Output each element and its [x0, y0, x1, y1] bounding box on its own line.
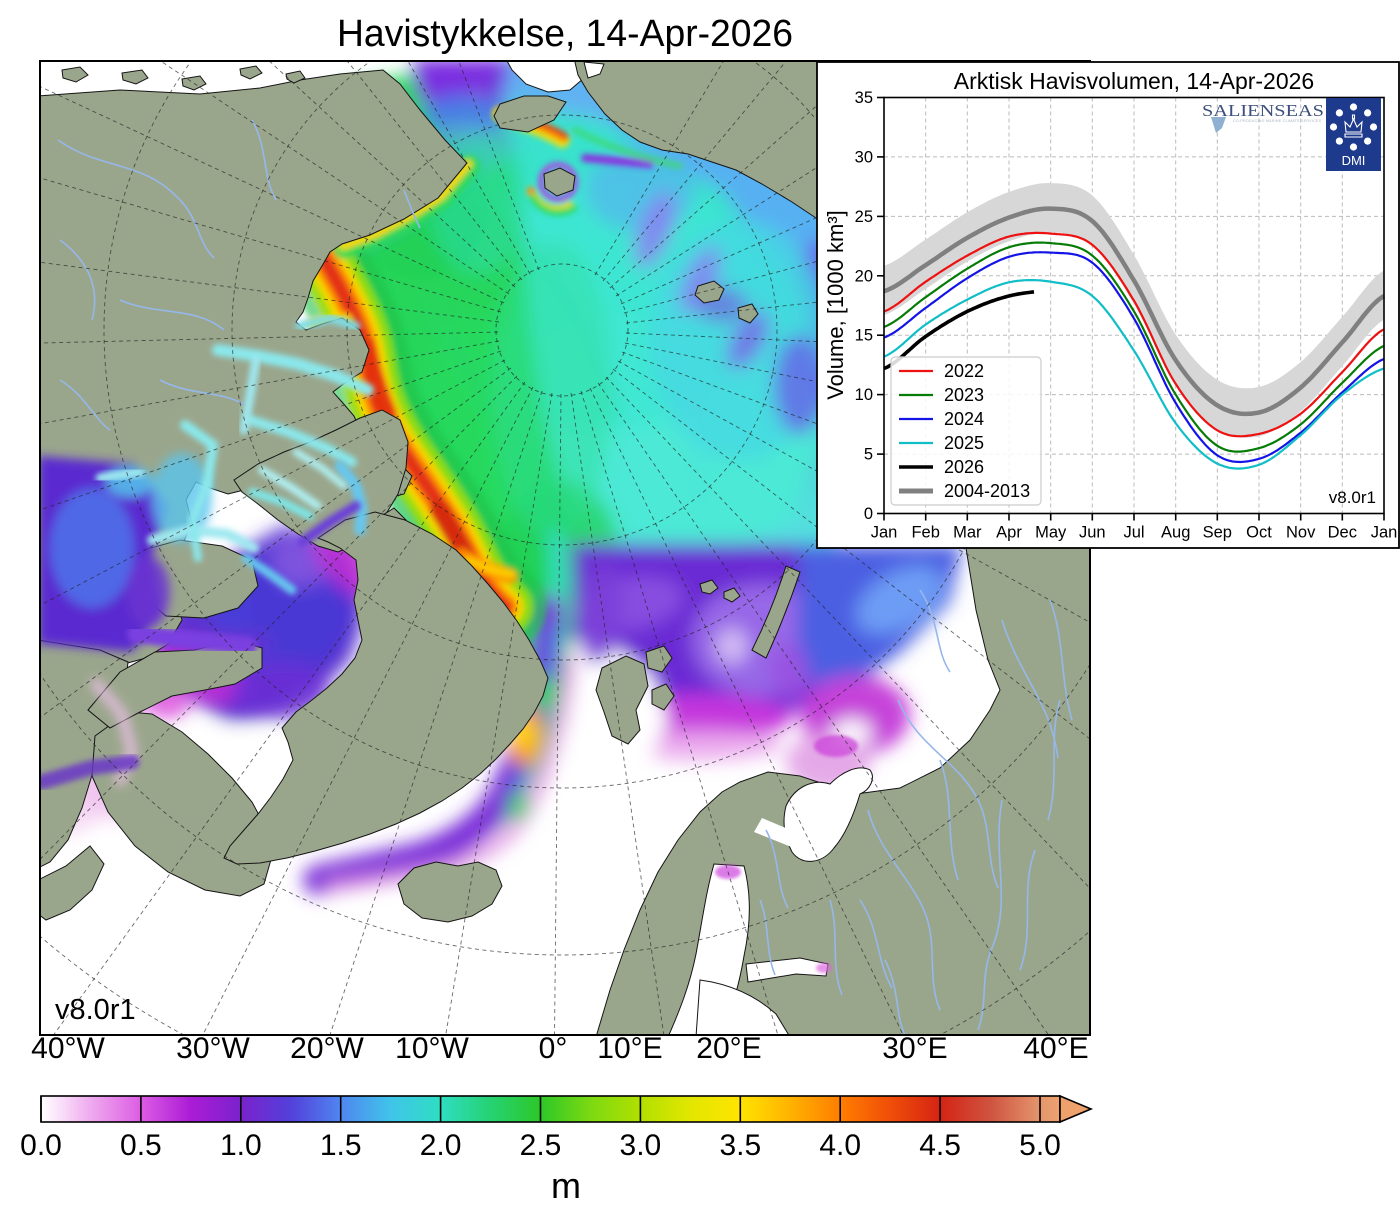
svg-text:Sep: Sep	[1203, 524, 1232, 542]
svg-text:v8.0r1: v8.0r1	[55, 994, 136, 1026]
svg-text:Arktisk Havisvolumen, 14-Apr-2: Arktisk Havisvolumen, 14-Apr-2026	[954, 68, 1314, 94]
svg-text:2023: 2023	[944, 385, 984, 405]
svg-text:0.0: 0.0	[20, 1129, 62, 1162]
svg-text:5: 5	[864, 446, 873, 464]
svg-text:v8.0r1: v8.0r1	[1329, 488, 1376, 507]
svg-text:2024: 2024	[944, 409, 984, 429]
svg-text:2025: 2025	[944, 433, 984, 453]
svg-text:Feb: Feb	[911, 524, 939, 542]
svg-text:2.0: 2.0	[420, 1129, 462, 1162]
svg-text:4.0: 4.0	[819, 1129, 861, 1162]
svg-text:Oct: Oct	[1246, 524, 1272, 542]
svg-text:10°E: 10°E	[597, 1032, 662, 1065]
svg-text:3.0: 3.0	[620, 1129, 662, 1162]
svg-text:Jan: Jan	[871, 524, 898, 542]
svg-text:0: 0	[864, 505, 873, 523]
svg-text:Apr: Apr	[996, 524, 1022, 542]
svg-text:35: 35	[855, 89, 873, 107]
svg-text:30: 30	[855, 148, 873, 166]
svg-text:Volume, [1000 km³]: Volume, [1000 km³]	[823, 210, 848, 400]
svg-text:3.5: 3.5	[719, 1129, 761, 1162]
svg-text:2026: 2026	[944, 457, 984, 477]
svg-text:SALIENSEAS: SALIENSEAS	[1202, 101, 1324, 120]
svg-text:Mar: Mar	[953, 524, 982, 542]
svg-text:Aug: Aug	[1161, 524, 1190, 542]
svg-text:Jun: Jun	[1079, 524, 1106, 542]
svg-text:1.0: 1.0	[220, 1129, 262, 1162]
svg-text:25: 25	[855, 208, 873, 226]
svg-text:20°E: 20°E	[696, 1032, 761, 1065]
svg-text:CO-PRODUCING MARINE CLIMATE SE: CO-PRODUCING MARINE CLIMATE SERVICES	[1233, 119, 1322, 123]
svg-text:Dec: Dec	[1328, 524, 1357, 542]
svg-text:40°W: 40°W	[31, 1032, 105, 1065]
svg-text:5.0: 5.0	[1019, 1129, 1061, 1162]
svg-text:1.5: 1.5	[320, 1129, 362, 1162]
svg-text:2004-2013: 2004-2013	[944, 481, 1030, 501]
svg-text:30°W: 30°W	[176, 1032, 250, 1065]
svg-text:2.5: 2.5	[520, 1129, 562, 1162]
svg-text:15: 15	[855, 327, 873, 345]
svg-text:30°E: 30°E	[882, 1032, 947, 1065]
svg-text:Jul: Jul	[1123, 524, 1144, 542]
svg-text:May: May	[1035, 524, 1067, 542]
svg-text:Havistykkelse, 14-Apr-2026: Havistykkelse, 14-Apr-2026	[337, 13, 793, 55]
svg-text:10: 10	[855, 386, 873, 404]
svg-text:2022: 2022	[944, 361, 984, 381]
svg-text:40°E: 40°E	[1023, 1032, 1088, 1065]
svg-text:Nov: Nov	[1286, 524, 1316, 542]
svg-text:0.5: 0.5	[120, 1129, 162, 1162]
svg-text:10°W: 10°W	[395, 1032, 469, 1065]
svg-text:4.5: 4.5	[919, 1129, 961, 1162]
svg-text:20: 20	[855, 267, 873, 285]
svg-text:Jan: Jan	[1371, 524, 1398, 542]
svg-text:DMI: DMI	[1342, 153, 1366, 168]
svg-text:20°W: 20°W	[290, 1032, 364, 1065]
svg-text:0°: 0°	[539, 1032, 568, 1065]
svg-text:m: m	[551, 1165, 581, 1206]
